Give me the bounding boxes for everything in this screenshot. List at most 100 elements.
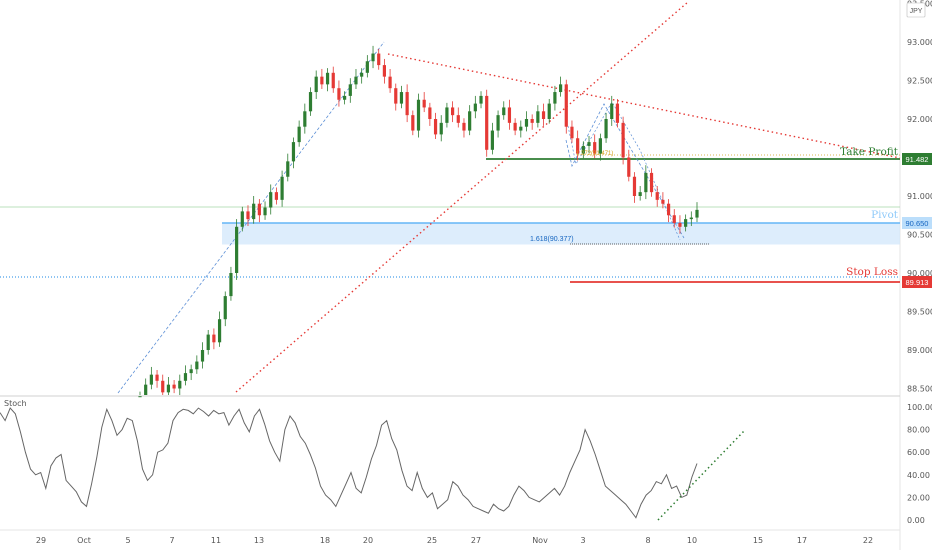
candle-body [689,217,693,220]
price-tick-label: 93.000 [907,38,932,47]
candle-body [183,373,188,381]
candle-body [343,95,347,100]
price-tick-label: 90.500 [907,231,932,240]
stoch-tick-label: 0.00 [907,516,925,525]
candle-body [581,145,585,154]
pivot-badge: 90.650 [902,217,932,229]
candle-body [496,115,500,131]
candle-body [189,369,193,374]
price-tick-label: 89.500 [907,308,932,317]
stop-loss-value: 89.913 [906,278,929,287]
candle-body [354,76,358,85]
candle-body [411,115,415,131]
candle-body [570,126,574,139]
candle-body [649,172,654,193]
candle-body [445,107,449,123]
date-tick-label: 17 [797,536,807,545]
price-tick-label: 91.000 [907,192,932,201]
price-tick-label: 89.000 [907,346,932,355]
rising-trendline [235,1,689,393]
impulse-wave-line [117,41,385,394]
stoch-tick-label: 40.00 [907,471,930,480]
date-tick-label: 29 [36,536,46,545]
candle-body [314,76,318,93]
candle-body [621,122,625,158]
candle-body [604,119,608,139]
price-tick-label: 92.000 [907,115,932,124]
date-tick-label: Oct [77,536,91,545]
candle-body [377,53,381,66]
abcd-pattern-line [565,103,685,239]
candle-body [462,122,466,131]
candle-body [200,350,205,362]
candle-body [144,384,148,395]
candle-body [223,296,227,320]
candle-body [291,142,296,162]
candle-body [593,142,597,154]
stoch-tick-label: 60.00 [907,448,930,457]
candle-body [178,380,182,389]
candle-body [610,103,614,119]
candle-body [388,76,392,89]
take-profit-label: Take Profit [840,146,899,158]
instrument-badge-text: JPY [910,8,923,15]
candle-body [246,211,250,220]
candle-body [666,203,671,216]
price-tick-label: 90.000 [907,269,932,278]
candle-body [274,192,279,200]
price-tick-label: 92.500 [907,77,932,86]
price-tick-label: 88.500 [907,385,932,394]
date-tick-label: Nov [532,536,548,545]
candle-body [536,111,540,123]
date-tick-label: 11 [211,536,221,545]
candle-body [524,119,529,127]
candle-body [286,161,290,177]
candle-body [149,374,153,385]
instrument-badge: JPY [906,2,926,18]
price-axis: 93.50093.00092.50092.00091.50091.00090.5… [907,0,932,394]
candle-body [235,226,239,273]
candle-body [172,384,176,389]
stoch-trendline [657,429,746,521]
abcd-pattern-line-2 [567,101,681,241]
candle-body [161,380,165,393]
candle-body [615,103,620,123]
date-tick-label: 8 [645,536,650,545]
candle-body [337,88,341,100]
date-tick-label: 20 [363,536,373,545]
candle-body [263,207,267,216]
candle-body [547,103,551,119]
candle-body [320,76,324,85]
price-pane [0,0,901,550]
candle-body [502,107,506,116]
candle-body [490,130,494,150]
candle-body [371,53,375,62]
candle-body [627,157,631,177]
candle-body [541,111,546,119]
date-tick-label: 10 [687,536,697,545]
candle-body [428,107,432,119]
candle-body [513,122,517,131]
annotation-layer [0,1,901,394]
candle-body [507,107,512,123]
candle-body [564,84,568,127]
date-tick-label: 7 [169,536,174,545]
candle-body [479,95,483,104]
date-tick-label: 3 [580,536,585,545]
candle-body [365,61,369,73]
stop-loss-badge: 89.913 [902,276,932,288]
candle-body [325,72,330,85]
candles-layer [138,45,699,398]
candle-body [240,211,244,227]
candle-body [655,192,659,200]
candle-body [553,92,557,104]
candle-body [632,176,637,196]
stochastic-pane: 100.00 80.00 60.00 40.00 20.00 0.00 [0,403,932,525]
pivot-zone [222,222,900,245]
candle-body [360,72,364,77]
fib-lower-annotation: 1.618(90.377) [530,236,574,243]
candle-body [695,209,699,218]
candle-body [308,92,313,112]
date-axis: 29 Oct 5 7 11 13 18 20 25 27 Nov 3 8 10 15 17 22 [36,536,873,545]
